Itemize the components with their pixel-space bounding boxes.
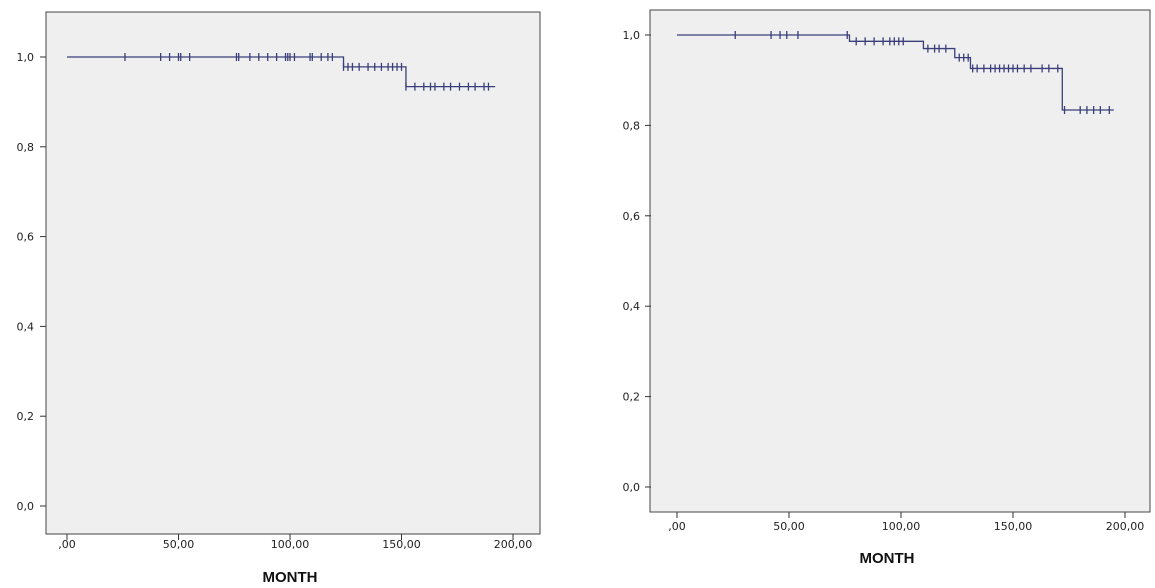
x-tick-label: 50,00 (773, 520, 805, 533)
y-tick-label: 0,2 (623, 391, 641, 404)
survival-series (677, 31, 1114, 115)
plot-area (45, 11, 541, 535)
x-axis: ,00 50,00 100,00 150,00 200,00 (668, 512, 1144, 533)
y-tick-label: 0,0 (623, 481, 641, 494)
x-tick-label: 100,00 (882, 520, 921, 533)
x-tick-label: 150,00 (994, 520, 1033, 533)
y-tick-label: 0,8 (17, 141, 35, 154)
survival-chart-right: 0,0 0,2 0,4 0,6 0,8 1,0 ,00 50,00 100,00 150,00 2… (600, 0, 1155, 588)
y-tick-label: 0,8 (623, 119, 641, 132)
survival-chart-left: 0,0 0,2 0,4 0,6 0,8 1,0 ,00 50,00 100,00 150,00 2… (0, 0, 560, 588)
survival-series (67, 53, 496, 91)
x-axis-title: MONTH (263, 569, 318, 586)
x-tick-label: ,00 (58, 538, 76, 551)
y-tick-label: 1,0 (17, 51, 35, 64)
y-axis: 0,0 0,2 0,4 0,6 0,8 1,0 (623, 29, 651, 494)
x-axis-title: MONTH (860, 550, 915, 567)
y-tick-label: 0,6 (17, 231, 35, 244)
survival-plot-right: 0,0 0,2 0,4 0,6 0,8 1,0 ,00 50,00 100,00 150,00 2… (623, 9, 1151, 567)
y-tick-label: 1,0 (623, 29, 641, 42)
survival-step-line (677, 34, 1114, 111)
x-tick-label: 200,00 (494, 538, 533, 551)
plot-area (649, 9, 1151, 513)
x-tick-label: 200,00 (1106, 520, 1145, 533)
y-tick-label: 0,4 (17, 320, 35, 333)
y-tick-label: 0,6 (623, 210, 641, 223)
x-tick-label: 50,00 (163, 538, 195, 551)
survival-plot-left: 0,0 0,2 0,4 0,6 0,8 1,0 ,00 50,00 100,00 150,00 2… (17, 11, 541, 586)
y-tick-label: 0,0 (17, 500, 35, 513)
y-axis: 0,0 0,2 0,4 0,6 0,8 1,0 (17, 51, 46, 513)
x-tick-label: 150,00 (382, 538, 421, 551)
x-tick-label: 100,00 (271, 538, 310, 551)
x-tick-label: ,00 (668, 520, 686, 533)
y-tick-label: 0,4 (623, 300, 641, 313)
x-axis: ,00 50,00 100,00 150,00 200,00 (58, 534, 532, 551)
y-tick-label: 0,2 (17, 410, 35, 423)
